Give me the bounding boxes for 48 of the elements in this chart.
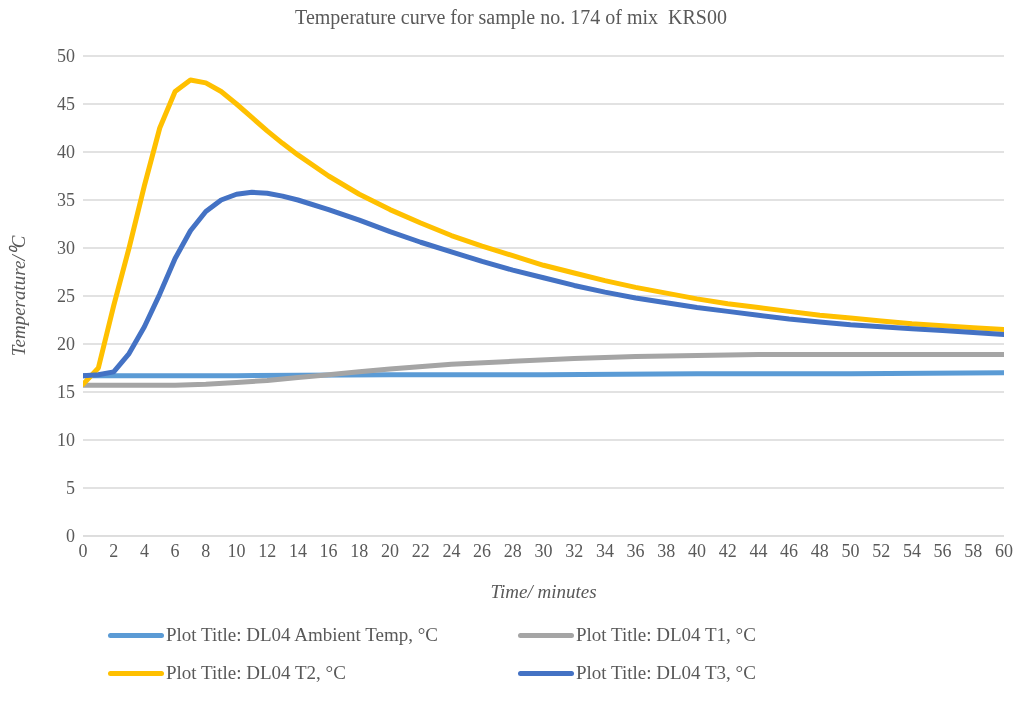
- legend-label: Plot Title: DL04 Ambient Temp, °C: [166, 624, 438, 646]
- x-tick-label: 4: [139, 540, 149, 561]
- y-tick-label: 30: [57, 238, 75, 259]
- x-tick-label: 46: [780, 540, 799, 561]
- legend-label: Plot Title: DL04 T2, °C: [166, 662, 346, 684]
- x-tick-label: 20: [381, 540, 399, 561]
- x-tick-label: 30: [534, 540, 553, 561]
- x-tick-label: 26: [473, 540, 492, 561]
- x-tick-label: 60: [995, 540, 1013, 561]
- x-tick-label: 38: [657, 540, 676, 561]
- y-tick-label: 45: [57, 94, 75, 115]
- y-tick-label: 50: [57, 46, 75, 67]
- y-tick-label: 15: [57, 382, 75, 403]
- x-tick-label: 34: [595, 540, 614, 561]
- x-tick-label: 58: [964, 540, 983, 561]
- x-axis-title: Time/ minutes: [490, 581, 597, 602]
- x-tick-label: 36: [626, 540, 645, 561]
- x-tick-label: 14: [288, 540, 307, 561]
- x-tick-label: 12: [258, 540, 277, 561]
- y-tick-label: 35: [57, 190, 75, 211]
- x-tick-label: 24: [442, 540, 461, 561]
- x-tick-label: 28: [503, 540, 522, 561]
- x-tick-label: 48: [810, 540, 829, 561]
- y-tick-label: 5: [66, 478, 75, 499]
- legend-label: Plot Title: DL04 T3, °C: [576, 662, 756, 684]
- x-tick-label: 42: [718, 540, 737, 561]
- x-tick-label: 52: [872, 540, 891, 561]
- y-tick-label: 0: [66, 526, 75, 547]
- x-tick-label: 18: [350, 540, 369, 561]
- x-tick-label: 44: [749, 540, 768, 561]
- y-tick-label: 25: [57, 286, 75, 307]
- x-tick-label: 22: [411, 540, 430, 561]
- chart-title: Temperature curve for sample no. 174 of mix KRS00: [294, 6, 728, 31]
- x-tick-label: 6: [170, 540, 180, 561]
- x-tick-label: 32: [565, 540, 584, 561]
- y-tick-label: 10: [57, 430, 75, 451]
- y-axis-title: Temperature/⁰C: [7, 235, 29, 357]
- x-tick-label: 10: [227, 540, 246, 561]
- x-tick-label: 8: [201, 540, 211, 561]
- legend-label: Plot Title: DL04 T1, °C: [576, 624, 756, 646]
- x-tick-label: 54: [902, 540, 921, 561]
- x-tick-label: 56: [933, 540, 952, 561]
- x-tick-label: 2: [109, 540, 119, 561]
- x-tick-label: 16: [319, 540, 338, 561]
- y-tick-label: 40: [57, 142, 75, 163]
- x-tick-label: 40: [688, 540, 706, 561]
- x-tick-label: 50: [841, 540, 860, 561]
- y-tick-label: 20: [57, 334, 75, 355]
